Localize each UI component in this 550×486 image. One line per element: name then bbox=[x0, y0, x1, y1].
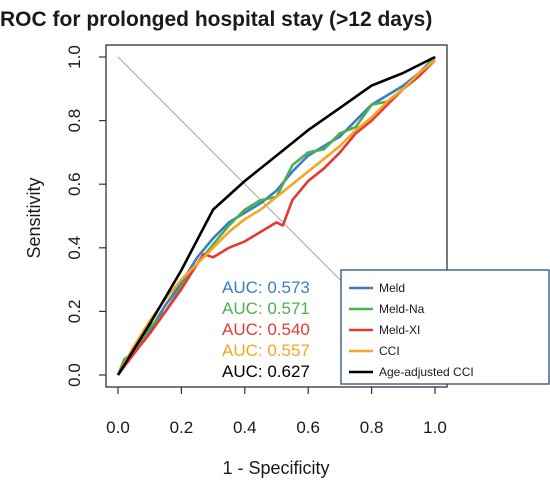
x-tick-label: 0.8 bbox=[360, 418, 384, 437]
x-tick-label: 1.0 bbox=[423, 418, 447, 437]
y-tick-label: 0.6 bbox=[65, 172, 84, 196]
legend-label-4: Age-adjusted CCI bbox=[379, 365, 474, 379]
auc-labels: AUC: 0.573 AUC: 0.571 AUC: 0.540 AUC: 0.557… bbox=[222, 278, 310, 381]
auc-label-0: AUC: 0.573 bbox=[222, 278, 310, 297]
legend-label-0: Meld bbox=[379, 281, 405, 295]
auc-label-3: AUC: 0.557 bbox=[222, 341, 310, 360]
x-tick-label: 0.4 bbox=[233, 418, 257, 437]
plot-frame bbox=[105, 44, 448, 388]
legend: Meld Meld-Na Meld-XI CCI Age-adjusted CCI bbox=[349, 281, 474, 379]
y-axis-label: Sensitivity bbox=[24, 177, 44, 258]
y-tick-label: 0.8 bbox=[65, 109, 84, 133]
legend-label-2: Meld-XI bbox=[379, 323, 420, 337]
series-line-1 bbox=[116, 56, 436, 376]
y-tick-label: 0.2 bbox=[65, 300, 84, 324]
series-layer bbox=[116, 55, 436, 376]
auc-label-1: AUC: 0.571 bbox=[222, 299, 310, 318]
series-line-4 bbox=[116, 55, 436, 376]
x-axis: 0.0 0.2 0.4 0.6 0.8 1.0 bbox=[106, 387, 447, 437]
auc-label-2: AUC: 0.540 bbox=[222, 320, 310, 339]
auc-label-4: AUC: 0.627 bbox=[222, 362, 310, 381]
legend-label-1: Meld-Na bbox=[379, 302, 425, 316]
x-tick-label: 0.0 bbox=[106, 418, 130, 437]
legend-label-3: CCI bbox=[379, 344, 400, 358]
chart-title: ROC for prolonged hospital stay (>12 day… bbox=[0, 8, 432, 31]
y-tick-label: 0.4 bbox=[65, 236, 84, 260]
series-line-3 bbox=[116, 59, 436, 376]
series-line-2 bbox=[116, 59, 436, 376]
x-tick-label: 0.2 bbox=[170, 418, 194, 437]
y-tick-label: 1.0 bbox=[65, 45, 84, 69]
legend-box bbox=[340, 269, 550, 385]
x-tick-label: 0.6 bbox=[296, 418, 320, 437]
y-axis: 0.0 0.2 0.4 0.6 0.8 1.0 bbox=[65, 45, 106, 387]
y-tick-label: 0.0 bbox=[65, 363, 84, 387]
x-axis-label: 1 - Specificity bbox=[222, 458, 329, 478]
